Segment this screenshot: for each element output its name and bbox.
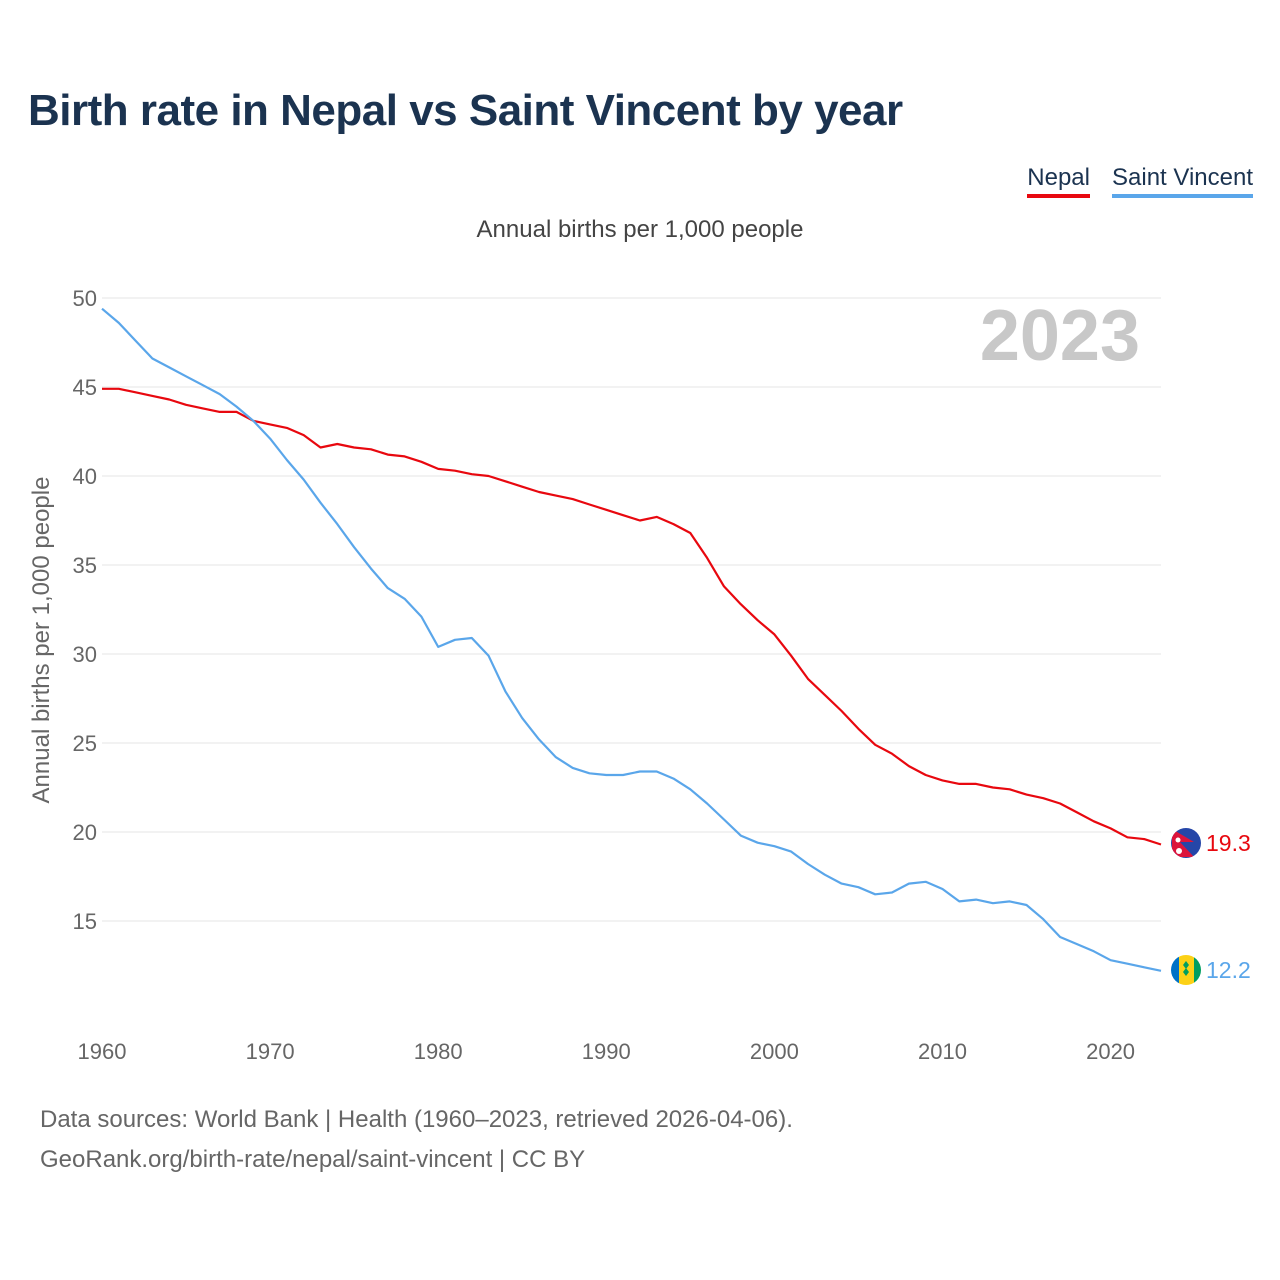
x-tick-label: 2020: [1086, 1039, 1135, 1064]
chart-subtitle: Annual births per 1,000 people: [476, 216, 804, 243]
source-note: Data sources: World Bank | Health (1960–…: [40, 1106, 793, 1133]
x-tick-label: 2000: [750, 1039, 799, 1064]
series-line-saint-vincent[interactable]: [101, 307, 1162, 972]
y-tick-label: 45: [73, 375, 97, 400]
end-label-saint-vincent: 12.2: [1206, 957, 1251, 983]
x-tick-label: 1970: [246, 1039, 295, 1064]
source-link[interactable]: GeoRank.org/birth-rate/nepal/saint-vince…: [40, 1146, 586, 1173]
legend-item-nepal[interactable]: Nepal: [1027, 164, 1090, 198]
saint-vincent-flag-icon: [1171, 955, 1201, 985]
y-tick-label: 30: [73, 642, 97, 667]
y-tick-label: 50: [73, 286, 97, 311]
year-watermark: 2023: [980, 296, 1140, 376]
x-tick-label: 1960: [78, 1039, 127, 1064]
y-tick-label: 40: [73, 464, 97, 489]
chart-title: Birth rate in Nepal vs Saint Vincent by …: [28, 86, 903, 135]
y-tick-label: 35: [73, 553, 97, 578]
x-tick-label: 1990: [582, 1039, 631, 1064]
y-tick-label: 15: [73, 909, 97, 934]
x-tick-label: 2010: [918, 1039, 967, 1064]
end-label-nepal: 19.3: [1206, 830, 1251, 856]
y-tick-label: 20: [73, 820, 97, 845]
y-tick-label: 25: [73, 731, 97, 756]
nepal-flag-icon: [1171, 828, 1201, 858]
series-line-nepal[interactable]: [102, 387, 1162, 846]
legend: Nepal Saint Vincent: [1027, 164, 1253, 198]
legend-item-saint-vincent[interactable]: Saint Vincent: [1112, 164, 1253, 198]
x-tick-label: 1980: [414, 1039, 463, 1064]
